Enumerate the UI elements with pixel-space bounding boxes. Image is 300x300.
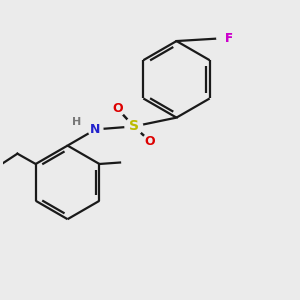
Text: H: H [72, 117, 82, 127]
Circle shape [142, 134, 158, 148]
Text: O: O [112, 102, 123, 115]
Text: F: F [225, 32, 233, 45]
Text: O: O [145, 135, 155, 148]
Circle shape [110, 101, 125, 116]
Circle shape [88, 122, 103, 137]
Circle shape [125, 118, 142, 135]
Text: F: F [225, 32, 233, 45]
Circle shape [217, 33, 227, 44]
Text: S: S [129, 119, 139, 134]
Text: N: N [90, 123, 101, 136]
